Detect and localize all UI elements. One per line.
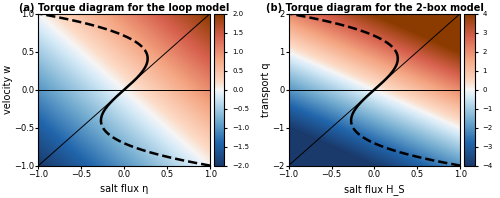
X-axis label: salt flux H_S: salt flux H_S <box>344 184 405 195</box>
Title: (a) Torque diagram for the loop model: (a) Torque diagram for the loop model <box>19 3 230 13</box>
X-axis label: salt flux η: salt flux η <box>100 184 148 194</box>
Title: (b) Torque diagram for the 2-box model: (b) Torque diagram for the 2-box model <box>266 3 484 13</box>
Y-axis label: transport q: transport q <box>261 62 271 117</box>
Y-axis label: velocity w: velocity w <box>3 65 13 114</box>
